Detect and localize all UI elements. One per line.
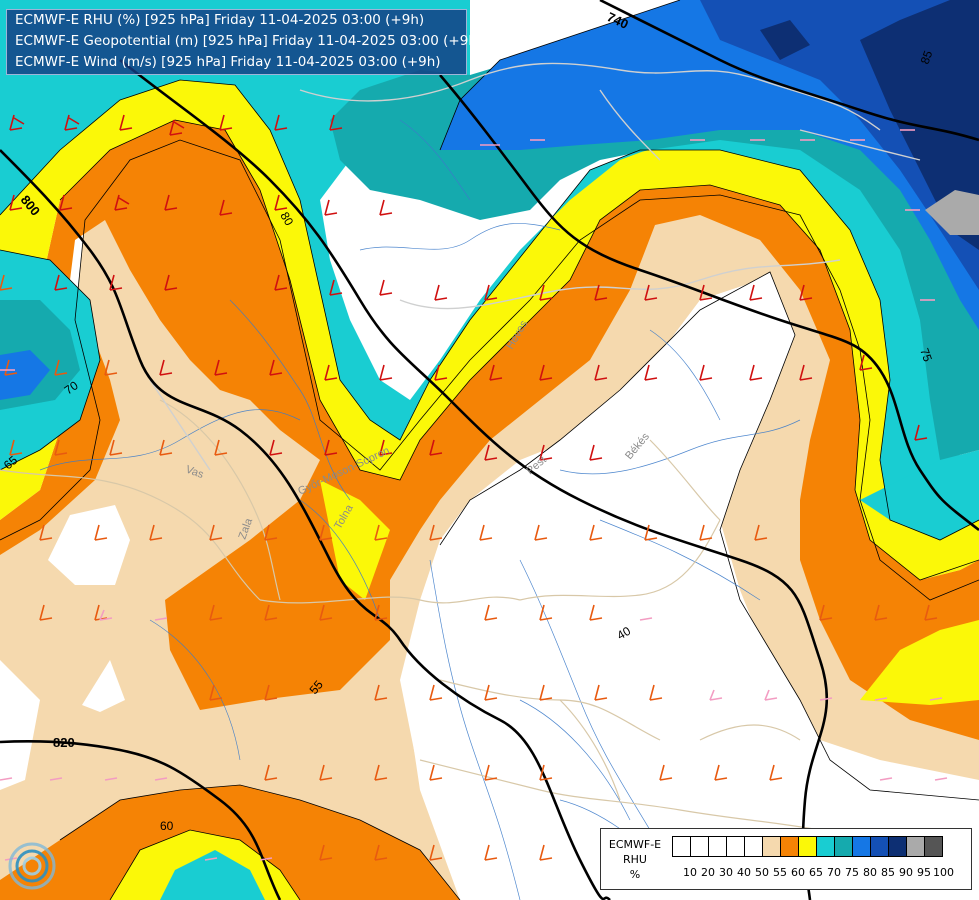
rhu-label-40: 40 xyxy=(615,624,634,643)
rhu-legend: ECMWF-E RHU % 10 20 30 40 50 55 60 65 70 75 80 85 90… xyxy=(600,828,972,890)
legend-tick-label: 80 xyxy=(863,866,877,879)
legend-swatch xyxy=(708,836,727,857)
legend-swatch xyxy=(798,836,817,857)
title-line-wind: ECMWF-E Wind (m/s) [925 hPa] Friday 11-0… xyxy=(15,54,441,70)
rhu-white-west-edge xyxy=(0,660,40,790)
legend-swatch xyxy=(834,836,853,857)
rhu-label-75: 75 xyxy=(917,346,935,364)
rhu-band-60-65-west-strip xyxy=(320,480,390,600)
legend-tick-label: 20 xyxy=(701,866,715,879)
legend-swatch xyxy=(852,836,871,857)
rhu-band-60-65 xyxy=(0,80,979,580)
legend-tick-label: 50 xyxy=(755,866,769,879)
legend-tick-label: 30 xyxy=(719,866,733,879)
rhu-label-85: 85 xyxy=(918,48,936,66)
title-box: ECMWF-E RHU (%) [925 hPa] Friday 11-04-2… xyxy=(6,9,483,75)
ecmwf-logo-icon xyxy=(8,842,56,890)
rhu-white-sw-pocket-2 xyxy=(82,660,125,712)
rhu-band-60-65-east-tongue xyxy=(860,620,979,705)
legend-swatch xyxy=(870,836,889,857)
rhu-label-80: 80 xyxy=(277,210,296,229)
legend-swatch xyxy=(888,836,907,857)
legend-tick-label: 95 xyxy=(917,866,931,879)
rhu-band-55-60 xyxy=(0,120,979,740)
title-line-rhu: ECMWF-E RHU (%) [925 hPa] Friday 11-04-2… xyxy=(15,12,425,28)
legend-swatch xyxy=(924,836,943,857)
legend-unit: % xyxy=(629,868,641,881)
legend-model: ECMWF-E xyxy=(608,838,662,851)
rhu-white-south-east xyxy=(405,272,979,900)
rivers xyxy=(39,119,801,900)
legend-tick-label: 60 xyxy=(791,866,805,879)
legend-tick-label: 40 xyxy=(737,866,751,879)
legend-tick-label: 65 xyxy=(809,866,823,879)
region-label-vas: Vas xyxy=(184,464,206,482)
legend-ticks: 10 20 30 40 50 55 60 65 70 75 80 85 90 95 100 xyxy=(681,866,954,879)
legend-swatch xyxy=(744,836,763,857)
legend-tick-label: 10 xyxy=(683,866,697,879)
legend-tick-label: 70 xyxy=(827,866,841,879)
legend-swatch xyxy=(816,836,835,857)
rhu-labels: 40 55 60 65 70 75 80 85 xyxy=(1,48,936,833)
legend-variable: RHU xyxy=(623,853,647,866)
rhu-white-sw-pocket xyxy=(48,505,130,585)
rhu-band-75-80-west xyxy=(0,350,50,400)
legend-tick-label: 55 xyxy=(773,866,787,879)
wind-barbs xyxy=(0,114,948,861)
legend-swatch xyxy=(726,836,745,857)
legend-tick-label: 100 xyxy=(933,866,954,879)
country-borders xyxy=(149,62,921,471)
geopotential-label-820: 820 xyxy=(53,735,75,750)
title-line-geopotential: ECMWF-E Geopotential (m) [925 hPa] Frida… xyxy=(15,33,483,49)
rhu-band-90-95 xyxy=(925,190,979,235)
legend-tick-label: 85 xyxy=(881,866,895,879)
legend-swatch xyxy=(906,836,925,857)
legend-swatch xyxy=(690,836,709,857)
legend-swatch xyxy=(780,836,799,857)
legend-tick-label: 90 xyxy=(899,866,913,879)
region-boundaries xyxy=(0,399,821,831)
rhu-band-65-70-south xyxy=(160,850,265,900)
legend-tick-label: 75 xyxy=(845,866,859,879)
rhu-label-60: 60 xyxy=(160,819,174,833)
legend-title: ECMWF-E RHU % xyxy=(604,837,666,882)
legend-swatches xyxy=(672,836,943,857)
rhu-band-85-90-north xyxy=(760,20,810,60)
legend-swatch xyxy=(762,836,781,857)
legend-swatch xyxy=(672,836,691,857)
